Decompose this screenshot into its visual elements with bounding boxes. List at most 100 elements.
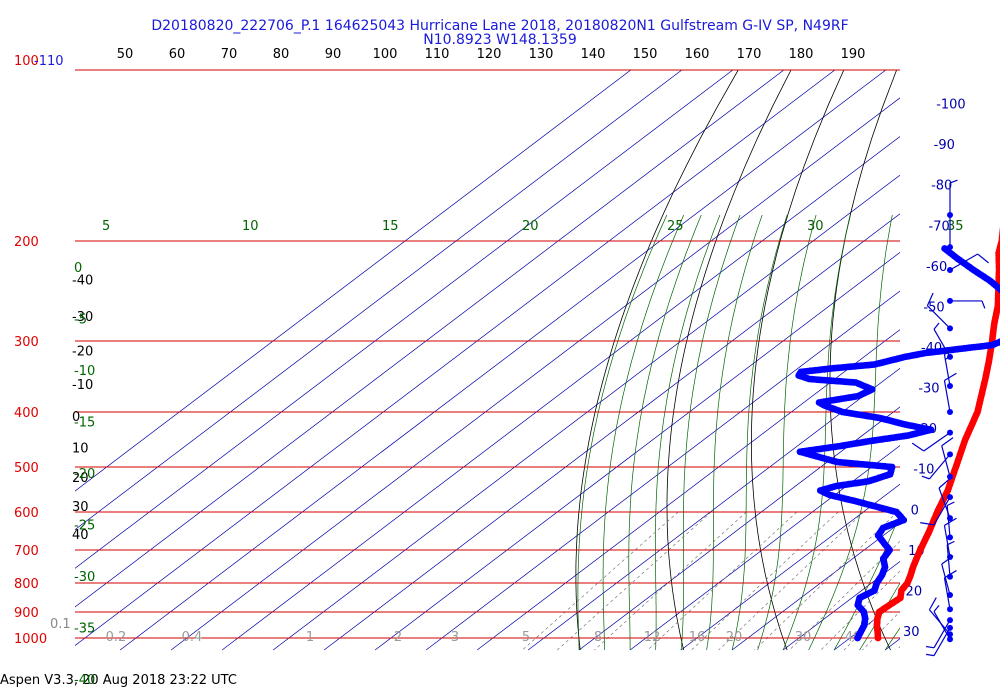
wind-barb: [946, 501, 955, 541]
wind-barb: [943, 372, 957, 415]
isotherm: [476, 329, 900, 651]
top-axis-label: 80: [273, 47, 290, 62]
mixing-ratio-line: [522, 511, 679, 651]
dry-adiabat: [666, 70, 792, 651]
mixing-ratio-label: 16: [689, 630, 706, 645]
pressure-label-top: 100: [14, 54, 39, 69]
wind-barb: [947, 297, 986, 309]
wind-barb: [926, 292, 953, 332]
adiabat-label: 5: [102, 219, 110, 234]
wind-barb-staff: [923, 432, 951, 452]
top-axis-label: 180: [789, 47, 814, 62]
isotherm-label: -70: [929, 219, 950, 234]
isotherm: [374, 251, 900, 651]
mixing-ratio-line: [556, 511, 712, 651]
wind-barb-station: [947, 297, 953, 304]
height-label: 40: [72, 528, 89, 543]
wind-barb: [926, 624, 953, 657]
wind-barb-staff: [941, 563, 951, 596]
isotherm-label: -10: [913, 463, 934, 478]
plot-grid: [75, 69, 900, 651]
mixing-ratio-line: [594, 511, 747, 651]
moist-adiabat-label: -40: [74, 673, 95, 688]
wind-barb: [941, 555, 954, 598]
wind-barb-flag: [933, 604, 940, 612]
moist-adiabat-label: 0: [74, 261, 82, 276]
isotherm: [425, 290, 900, 651]
mixing-ratio-label: 3: [451, 630, 459, 645]
wind-barb-flag: [941, 555, 954, 565]
pressure-label: 900: [14, 606, 39, 621]
wind-barb-flag: [944, 517, 957, 526]
isotherm-label: 20: [906, 584, 923, 599]
top-axis-label: 120: [477, 47, 502, 62]
mixing-ratio-label: 12: [644, 630, 661, 645]
adiabat-label: 35: [947, 219, 964, 234]
wind-barb-staff: [933, 627, 951, 656]
wind-barb-staff: [933, 496, 951, 526]
isotherm: [578, 406, 900, 651]
isotherm-label: -100: [936, 98, 966, 113]
isotherm: [731, 522, 900, 651]
wind-barb: [947, 215, 953, 251]
wind-barb-station: [947, 617, 953, 624]
top-axis-label: 60: [169, 47, 186, 62]
moist-adiabat: [577, 214, 668, 650]
wind-barb: [921, 451, 953, 480]
mixing-ratio-line: [789, 540, 900, 651]
wind-barb: [943, 346, 957, 389]
wind-barb-staff: [943, 380, 951, 413]
top-axis-label: 90: [325, 47, 342, 62]
moist-adiabat-label: -20: [74, 467, 95, 482]
height-label: -30: [72, 310, 93, 325]
isotherm: [75, 70, 632, 492]
adiabat-label: 10: [242, 219, 259, 234]
wind-barb: [911, 429, 953, 452]
temperature-profile: [873, 227, 1000, 642]
mixing-ratio-label: 0.1: [50, 617, 71, 632]
wind-barb-station: [947, 473, 953, 480]
pressure-label: 400: [14, 406, 39, 421]
wind-barb-station: [947, 211, 953, 218]
wind-barb-flag: [944, 570, 957, 579]
top-axis-label: 50: [117, 47, 134, 62]
dewpoint-profile-point: [941, 245, 948, 252]
pressure-label: 600: [14, 506, 39, 521]
wind-barb-flag: [945, 354, 953, 360]
moist-adiabat-label: -10: [74, 364, 95, 379]
wind-barb: [943, 570, 957, 613]
pressure-label: 1000: [14, 632, 47, 647]
wind-barb-staff: [941, 445, 951, 477]
wind-barb-staff: [933, 611, 951, 640]
top-axis-label: 170: [737, 47, 762, 62]
wind-barb-station: [947, 606, 953, 613]
grid-lines: [75, 70, 900, 651]
mixing-ratio-label: 20: [726, 630, 743, 645]
top-axis-label: 70: [221, 47, 238, 62]
wind-barb-staff: [946, 505, 951, 538]
isotherm: [119, 70, 887, 651]
moist-adiabat: [731, 214, 788, 651]
wind-barb-flag: [949, 179, 958, 184]
height-label: -40: [72, 274, 93, 289]
isotherm: [75, 70, 785, 608]
dewpoint-profile: [795, 245, 1000, 642]
top-axis-label: 110: [425, 47, 450, 62]
pressure-label: 800: [14, 577, 39, 592]
axis-labels: 2003004005006007008009001000403020100-10…: [14, 47, 966, 688]
mixing-ratio-label: 5: [522, 630, 530, 645]
isotherm-label-top: -110: [34, 54, 64, 69]
isotherm-label: -90: [934, 138, 955, 153]
wind-barb-station: [947, 451, 953, 458]
wind-barb-station: [947, 591, 953, 598]
wind-barb-flag: [920, 522, 935, 526]
adiabat-label: 20: [522, 219, 539, 234]
isotherm: [629, 445, 900, 651]
mixing-ratio-label: 0.4: [182, 630, 203, 645]
isotherm: [272, 174, 900, 651]
wind-barb-staff: [933, 619, 951, 649]
moist-adiabat: [757, 214, 817, 651]
moist-adiabat: [680, 214, 741, 651]
wind-barb-flag: [977, 253, 989, 264]
moist-adiabat: [706, 214, 763, 651]
